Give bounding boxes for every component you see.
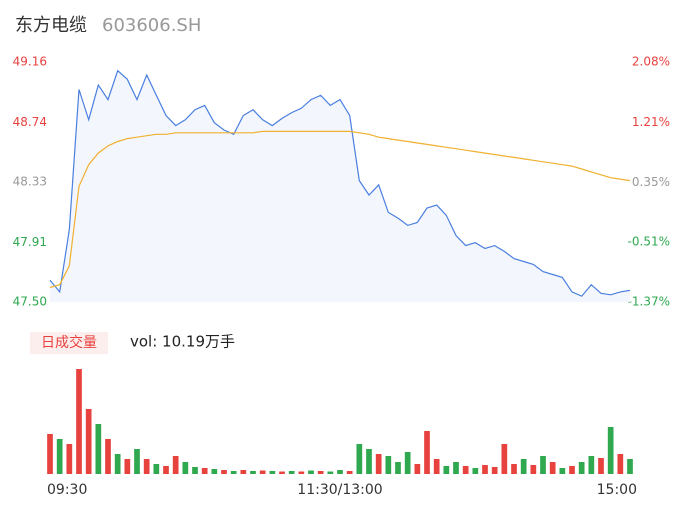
volume-bar <box>627 459 633 474</box>
volume-bar <box>375 454 382 474</box>
volume-bar <box>433 459 440 474</box>
volume-bar <box>279 471 285 474</box>
volume-bar <box>172 456 179 474</box>
y-tick-label: 48.33 <box>13 175 47 189</box>
volume-bar <box>404 452 411 474</box>
volume-bar <box>76 369 82 474</box>
volume-bar <box>201 468 208 474</box>
volume-bar <box>462 466 469 474</box>
volume-bar <box>327 471 334 474</box>
volume-bar <box>240 470 247 474</box>
volume-bar <box>192 467 198 474</box>
volume-bar <box>143 459 150 474</box>
volume-bar <box>569 466 575 474</box>
volume-bar <box>346 471 353 474</box>
volume-bar <box>588 456 595 474</box>
volume-bar <box>85 409 92 474</box>
volume-bar <box>56 439 63 474</box>
price-area <box>50 70 630 302</box>
volume-bar <box>250 471 256 474</box>
y2-tick-label: 2.08% <box>632 55 670 69</box>
volume-bar <box>366 449 372 474</box>
volume-bar <box>211 469 218 474</box>
volume-bar <box>607 427 614 474</box>
volume-bar <box>134 449 140 474</box>
volume-bar <box>385 456 392 474</box>
volume-bar <box>549 462 556 474</box>
volume-bar <box>395 462 401 474</box>
stock-code: 603606.SH <box>102 15 201 36</box>
volume-bar <box>530 465 537 474</box>
volume-bar <box>230 471 237 474</box>
y-tick-label: 48.74 <box>13 115 47 129</box>
x-tick-label: 09:30 <box>47 482 87 498</box>
volume-bar <box>617 454 624 474</box>
volume-bar <box>259 470 266 474</box>
volume-bar <box>124 459 131 474</box>
y-tick-label: 47.50 <box>13 295 47 309</box>
volume-bar <box>308 470 314 474</box>
volume-bar <box>269 471 276 474</box>
volume-bar <box>491 467 498 474</box>
volume-bar <box>578 462 585 474</box>
volume-bar <box>482 465 488 474</box>
volume-bar <box>182 462 189 474</box>
volume-bar <box>288 471 295 474</box>
volume-bar <box>443 466 450 474</box>
volume-bar <box>598 458 604 474</box>
x-tick-label: 15:00 <box>597 482 637 498</box>
volume-bar <box>153 464 160 474</box>
average-line <box>49 130 631 289</box>
y-tick-label: 49.16 <box>13 55 47 69</box>
volume-badge: 日成交量 <box>41 334 97 351</box>
volume-bar <box>472 468 479 474</box>
y-tick-label: 47.91 <box>13 235 47 249</box>
x-tick-label: 11:30/13:00 <box>297 482 382 498</box>
volume-bar <box>105 439 111 474</box>
volume-bar <box>221 470 227 474</box>
volume-bar <box>337 470 343 474</box>
volume-bar <box>356 444 363 474</box>
volume-bar <box>298 471 305 474</box>
y2-tick-label: 0.35% <box>632 175 670 189</box>
badge-bg <box>30 332 108 354</box>
stock-name: 东方电缆 <box>15 15 87 36</box>
price-line <box>49 69 631 297</box>
volume-bar <box>414 464 421 474</box>
volume-bar <box>520 459 527 474</box>
volume-bar <box>424 431 430 474</box>
y2-tick-label: -1.37% <box>628 295 670 309</box>
volume-bar <box>95 424 102 474</box>
y2-tick-label: 1.21% <box>632 115 670 129</box>
volume-bar <box>559 468 566 474</box>
y2-tick-label: -0.51% <box>628 235 670 249</box>
volume-bar <box>511 464 517 474</box>
volume-bar <box>163 466 169 474</box>
volume-bar <box>317 471 324 474</box>
volume-bar <box>540 456 546 474</box>
volume-bar <box>66 444 73 474</box>
volume-label: vol: 10.19万手 <box>130 333 235 351</box>
volume-bar <box>114 454 121 474</box>
volume-bar <box>453 462 459 474</box>
volume-bar <box>47 434 53 474</box>
volume-bar <box>501 444 508 474</box>
